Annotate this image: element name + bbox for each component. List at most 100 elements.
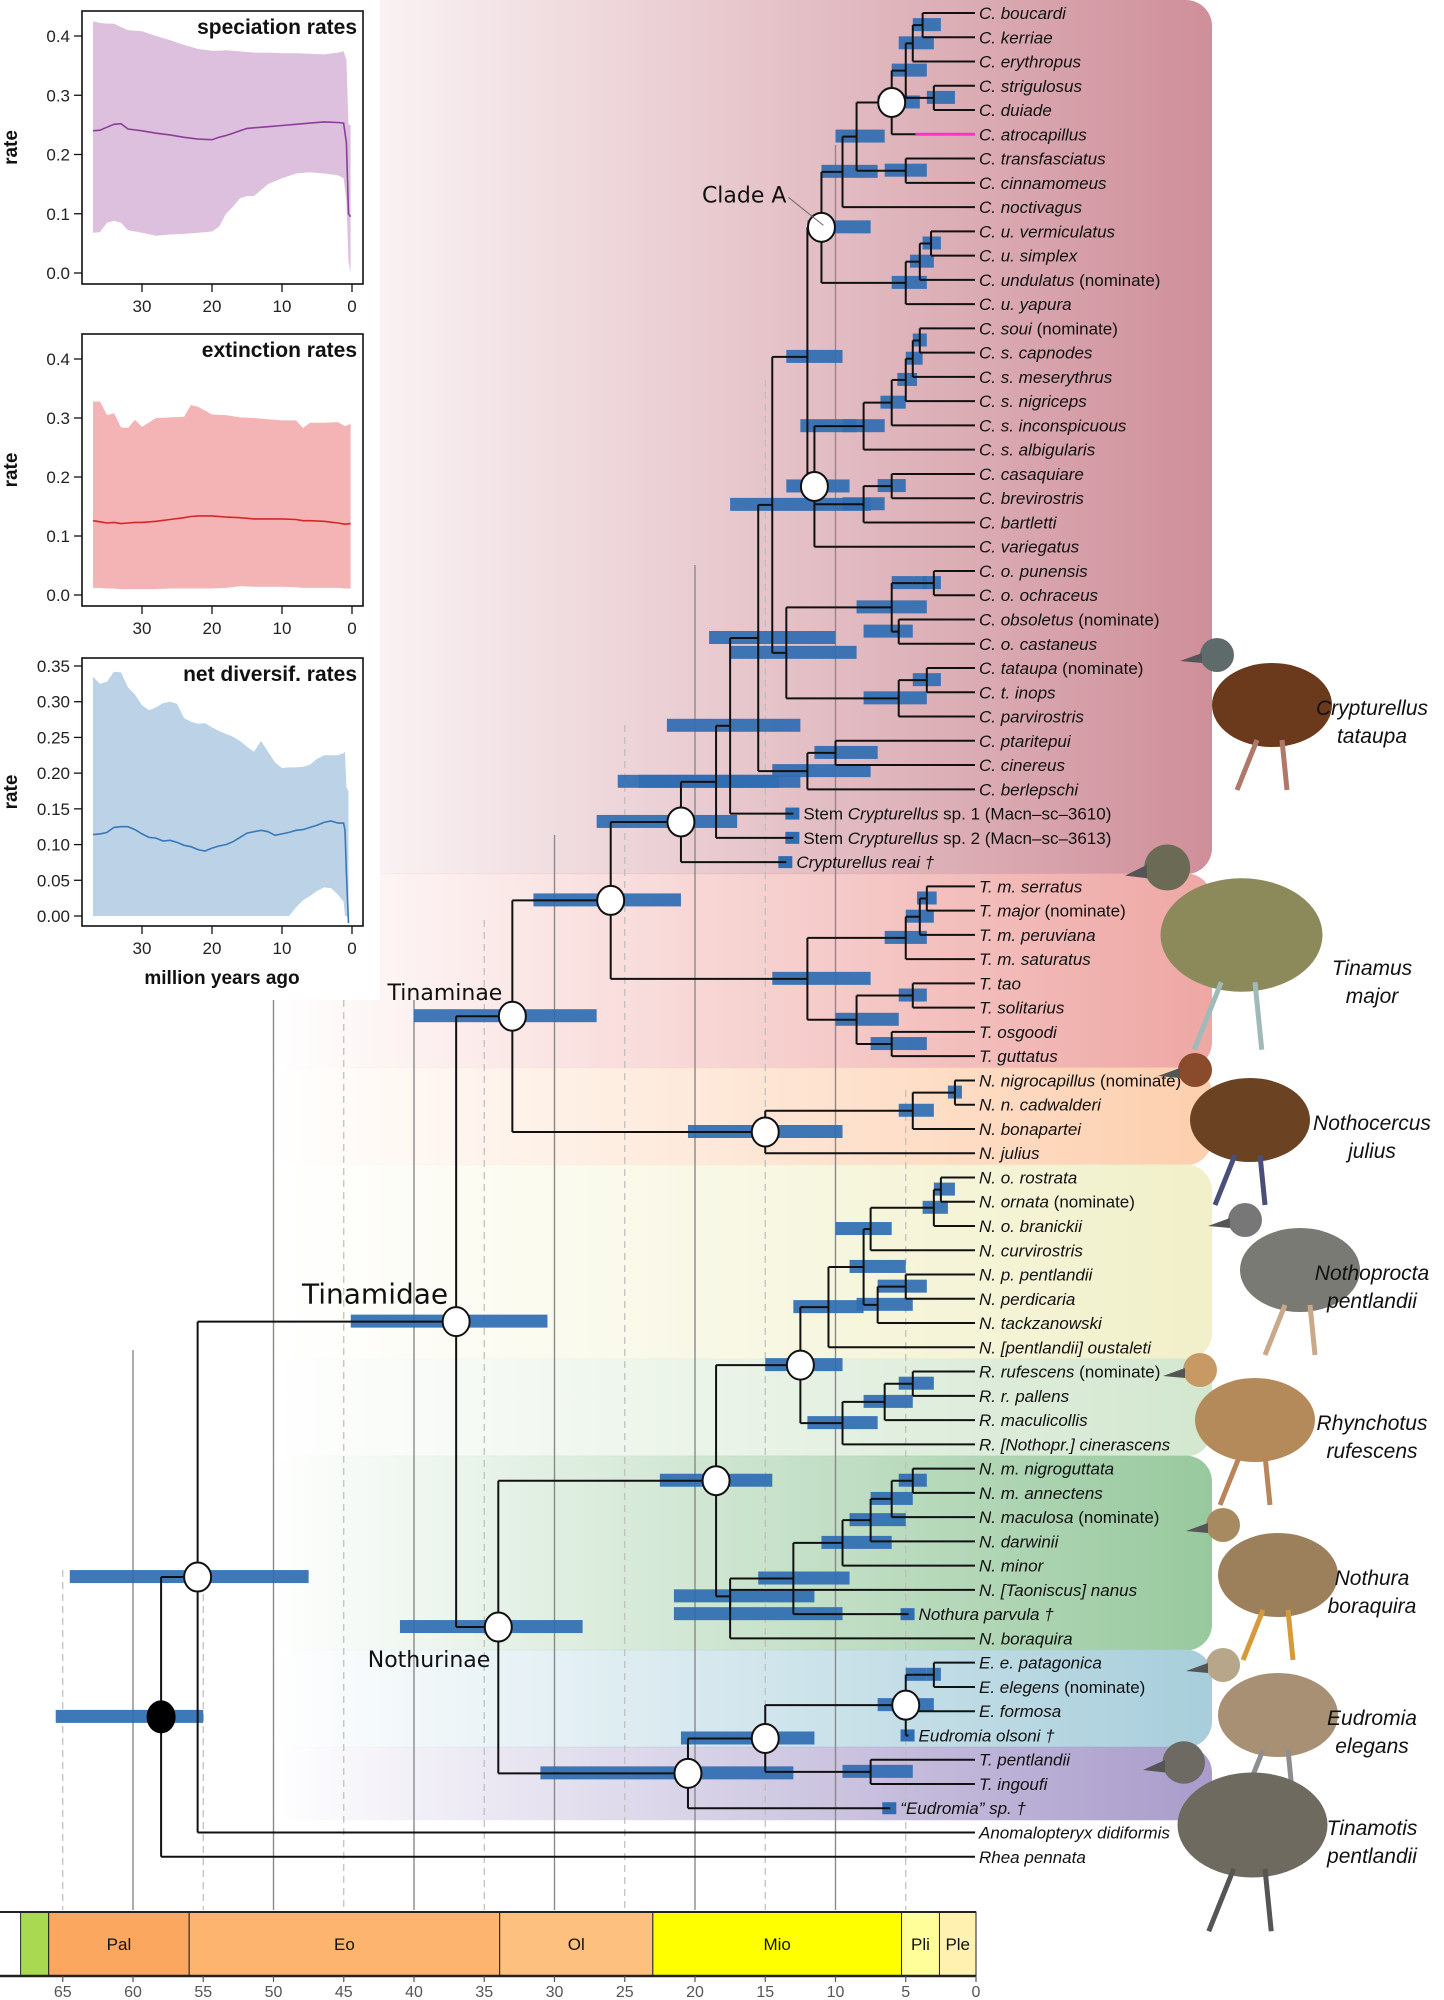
time-tick-label: 5 [901,1984,910,2000]
node-circle-open [701,1465,731,1497]
hpd-bar [898,1103,934,1117]
bird-head-icon [1178,1053,1212,1087]
tip-label: C. undulatus (nominate) [979,271,1160,290]
bird-body-icon [1212,663,1332,747]
bird-species-label: pentlandii [1326,1845,1418,1868]
node-circle-open [441,1306,471,1338]
tip-suffix: (nominate) [1074,271,1160,290]
hpd-bar [863,1394,913,1408]
tip-label: T. pentlandii [979,1751,1071,1770]
hpd-bar [772,971,871,985]
tip-suffix: sp. 2 (Macn–sc–3613) [938,829,1111,848]
tip-species: C. tataupa [979,659,1057,678]
tip-species: N. curvirostris [979,1241,1083,1260]
tip-species: T. guttatus [979,1047,1058,1066]
y-tick-label: 0.15 [37,800,70,819]
tip-suffix: (nominate) [1074,1363,1160,1382]
epoch-label: Eo [334,1935,355,1954]
tip-label: Crypturellus reai † [796,853,934,872]
epoch-cretaceous [20,1911,50,1977]
tip-species: N. p. pentlandii [979,1266,1094,1285]
time-tick-label: 50 [265,1984,283,2000]
epoch-pal [48,1911,190,1977]
time-tick-label: 55 [194,1984,212,2000]
tip-label: C. parvirostris [979,708,1084,727]
tip-label: C. berlepschi [979,780,1079,799]
bird-leg-icon [1212,1154,1238,1206]
bird-leg-icon [1206,1867,1237,1933]
y-tick-label: 0.3 [46,409,70,428]
tip-species: N. tackzanowski [979,1314,1103,1333]
bird-leg-icon [1191,981,1224,1051]
tip-species: C. u. vermiculatus [979,222,1116,241]
tip-species: T. m. peruviana [979,926,1096,945]
tip-species: R. maculicollis [979,1411,1088,1430]
tip-species: Crypturellus [848,805,939,824]
bird-beak-icon [1186,1663,1208,1673]
bird-head-icon [1183,1353,1217,1387]
epoch-pli [901,1911,940,1977]
x-tick-label: 30 [133,619,152,638]
bird-body-icon [1177,1772,1328,1878]
tip-species: C. soui [979,319,1033,338]
node-circle-open [891,1689,921,1721]
tip-label: T. m. peruviana [979,926,1096,945]
bird-head-icon [1228,1203,1262,1237]
tip-species: C. obsoletus [979,611,1074,630]
bird-body-icon [1190,1078,1310,1162]
bird-rhynchotus: Rhynchotus rufescens [1163,1353,1428,1506]
node-circle-open [497,1000,527,1032]
y-tick-label: 0.00 [37,907,70,926]
tip-species: R. r. pallens [979,1387,1070,1406]
node-circle-open [183,1561,213,1593]
x-tick-label: 10 [273,939,292,958]
clade-band-rhynchotus [270,1358,1212,1457]
hpd-bar [730,497,871,511]
bird-leg-icon [1279,739,1290,791]
tip-species: N. o. branickii [979,1217,1083,1236]
x-tick-label: 10 [273,297,292,316]
node-circle-open [750,1722,780,1754]
hpd-bar [55,1709,204,1723]
tip-species: C. boucardi [979,4,1067,23]
tip-species: “Eudromia” sp. † [900,1799,1026,1818]
bird-nothocercus: Nothocercus julius [1158,1053,1431,1206]
tip-species: E. e. patagonica [979,1654,1102,1673]
tip-species: T. tao [979,974,1021,993]
time-tick-label: 45 [335,1984,353,2000]
tip-label: E. e. patagonica [979,1654,1102,1673]
node-circle-open [596,884,626,916]
tip-species: C. o. ochraceus [979,586,1099,605]
x-tick-label: 30 [133,297,152,316]
tip-label: C. u. yapura [979,295,1072,314]
panel-frame [81,657,364,927]
tip-species: Eudromia olsoni † [919,1726,1056,1745]
tip-species: N. maculosa [979,1508,1073,1527]
bird-leg-icon [1252,982,1265,1050]
bird-leg-icon [1234,739,1260,791]
tip-suffix: (nominate) [1040,902,1126,921]
hpd-bar [891,275,927,289]
bird-head-icon [1144,844,1191,891]
tip-species: C. t. inops [979,683,1056,702]
tip-species: N. nigrocapillus [979,1071,1096,1090]
y-tick-label: 0.20 [37,764,70,783]
tip-suffix: (nominate) [1057,659,1143,678]
y-tick-label: 0.0 [46,586,70,605]
hpd-bar [821,164,878,178]
y-axis-title: rate [1,130,22,165]
tip-label: N. [Taoniscus] nanus [979,1581,1138,1600]
epoch-label: Pal [107,1935,132,1954]
bird-species-label: tataupa [1337,725,1407,748]
clade-label-tinamidae: Tinamidae [301,1278,448,1311]
node-circle-filled [146,1700,176,1734]
y-tick-label: 0.4 [46,27,70,46]
time-tick-label: 0 [972,1984,981,2000]
node-circle-open [799,470,829,502]
tip-species: C. u. yapura [979,295,1072,314]
bird-genus-label: Nothocercus [1313,1112,1431,1135]
tip-label: C. noctivagus [979,198,1082,217]
tip-species: N. [Taoniscus] nanus [979,1581,1138,1600]
clade-band-tinamotis [270,1746,1212,1821]
credible-interval-band [93,671,349,916]
